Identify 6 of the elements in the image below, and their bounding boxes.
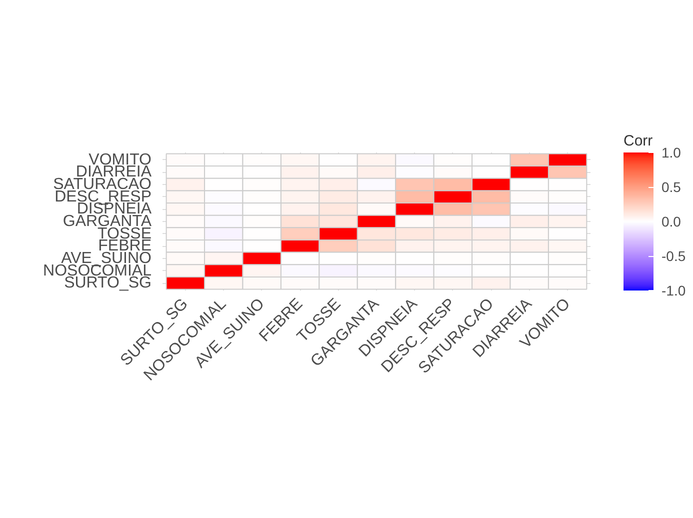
color-bar-label: -1.0 bbox=[662, 282, 686, 298]
color-bar-title: Corr bbox=[624, 132, 653, 150]
color-bar-label: 0.5 bbox=[662, 179, 682, 195]
color-bar-label: 1.0 bbox=[662, 144, 682, 160]
color-bar-label: -0.5 bbox=[662, 248, 686, 264]
color-bar-label: 0.0 bbox=[662, 214, 682, 230]
